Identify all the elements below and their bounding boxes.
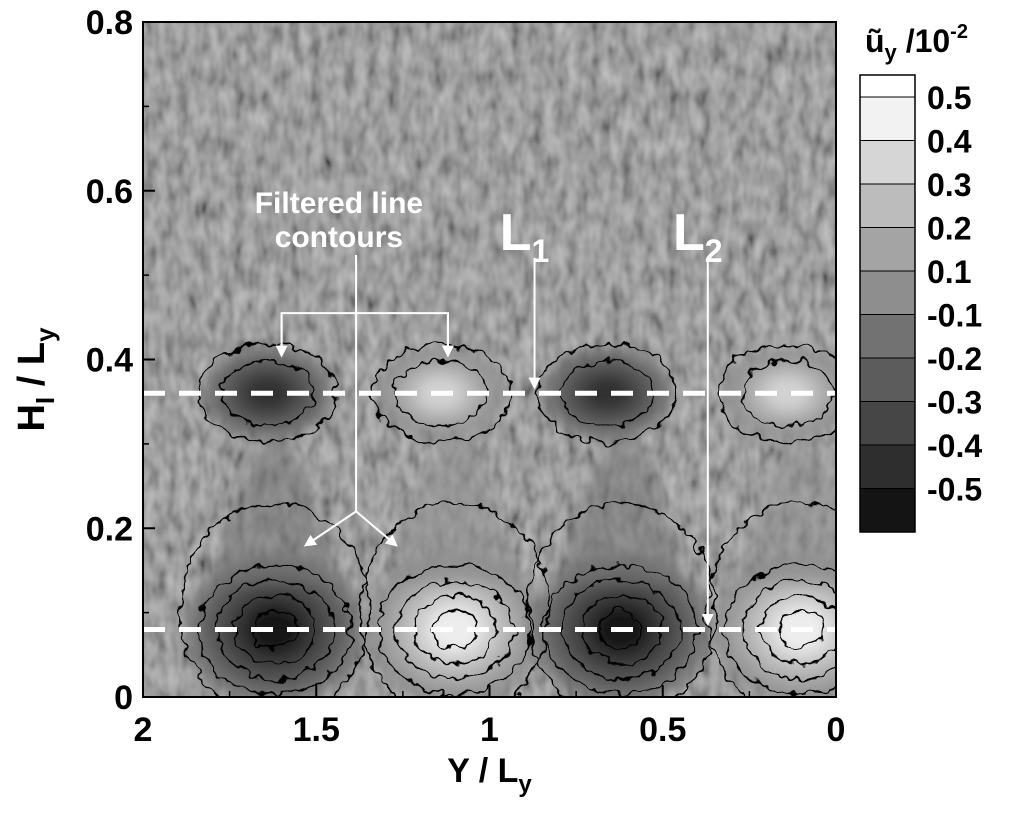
plot-area bbox=[143, 22, 836, 697]
colorbar-cell-1 bbox=[859, 96, 916, 141]
y-axis-label-sub1: I bbox=[30, 397, 60, 404]
x-tick-label-1: 2 bbox=[134, 711, 153, 749]
colorbar-title-main: ũ bbox=[865, 23, 885, 59]
y-tick-label-5: 0.8 bbox=[86, 4, 133, 42]
colorbar-label-10: -0.5 bbox=[927, 472, 982, 508]
x-axis-label-sub: y bbox=[518, 771, 532, 798]
reference-label-1: L1 bbox=[500, 204, 550, 269]
y-tick-label-3: 0.4 bbox=[86, 342, 133, 380]
colorbar-frame bbox=[859, 74, 916, 533]
contour-2-1 bbox=[359, 502, 551, 697]
colorbar-top-cell bbox=[859, 74, 916, 98]
reference-label-2-sub: 2 bbox=[705, 233, 723, 269]
annotation-arrow-4 bbox=[355, 510, 398, 547]
y-axis-label-sub2: y bbox=[30, 327, 60, 342]
x-tick-label-3: 1 bbox=[480, 711, 499, 749]
annotation-line-1: Filtered line bbox=[255, 187, 423, 220]
colorbar-label-1: 0.5 bbox=[927, 80, 971, 116]
colorbar-label-9: -0.4 bbox=[927, 428, 982, 464]
colorbar-title-sub: y bbox=[885, 40, 898, 65]
colorbar-title-rest: /10 bbox=[897, 23, 950, 59]
structure-8 bbox=[721, 346, 836, 440]
x-tick-label-2: 1.5 bbox=[293, 711, 340, 749]
annotation-line-2: contours bbox=[275, 221, 403, 254]
colorbar-cell-3 bbox=[859, 183, 916, 228]
structure-3-plume bbox=[558, 432, 685, 584]
contour-1-1 bbox=[179, 502, 371, 697]
structure-7-level-4 bbox=[584, 377, 631, 410]
colorbar-cell-9 bbox=[859, 444, 916, 489]
y-axis: 0 0.2 0.4 0.6 0.8 bbox=[86, 4, 155, 717]
colorbar-cell-5 bbox=[859, 270, 916, 315]
colorbar-title: ũy /10-2 bbox=[865, 21, 968, 65]
colorbar-cell-2 bbox=[859, 140, 916, 185]
contour-7-1 bbox=[537, 343, 678, 443]
colorbar-label-4: 0.2 bbox=[927, 211, 971, 247]
y-axis-label-mid: / L bbox=[11, 342, 53, 397]
structure-2-plume bbox=[391, 432, 518, 584]
colorbar-label-2: 0.4 bbox=[927, 124, 972, 160]
reference-label-1-main: L bbox=[500, 204, 532, 262]
contour-4-3 bbox=[742, 579, 836, 680]
x-axis: 2 1.5 1 0.5 0 bbox=[134, 685, 846, 749]
colorbar-label-8: -0.3 bbox=[927, 385, 982, 421]
x-axis-label-main: Y / L bbox=[447, 752, 518, 790]
colorbar-cell-8 bbox=[859, 401, 916, 446]
contour-3-5 bbox=[597, 609, 645, 650]
colorbar-label-6: -0.1 bbox=[927, 298, 982, 334]
contour-4-1 bbox=[705, 502, 836, 697]
colorbar-label-3: 0.3 bbox=[927, 167, 971, 203]
y-axis-label: HI / Ly bbox=[11, 327, 60, 432]
y-tick-label-2: 0.2 bbox=[86, 510, 133, 548]
annotation-arrow-3 bbox=[303, 510, 357, 547]
contour-8-1 bbox=[717, 343, 836, 443]
structure-4-plume bbox=[738, 432, 836, 584]
colorbar-cell-7 bbox=[859, 357, 916, 402]
y-axis-label-main: H bbox=[11, 404, 53, 431]
colorbar-cell-10 bbox=[859, 488, 916, 533]
colorbar-label-7: -0.2 bbox=[927, 341, 982, 377]
x-tick-label-5: 0 bbox=[827, 711, 846, 749]
colorbar-cell-4 bbox=[859, 227, 916, 272]
contour-4-5 bbox=[778, 609, 825, 650]
colorbar-title-sup: -2 bbox=[950, 21, 968, 43]
y-tick-label-4: 0.6 bbox=[86, 173, 133, 211]
structure-1-level-5 bbox=[248, 607, 301, 652]
y-tick-label-1: 0 bbox=[114, 679, 133, 717]
structure-2-level-5 bbox=[429, 607, 481, 652]
colorbar-label-5: 0.1 bbox=[927, 254, 971, 290]
x-tick-label-4: 0.5 bbox=[639, 711, 686, 749]
contour-3-3 bbox=[561, 579, 681, 680]
reference-label-2-main: L bbox=[673, 204, 705, 262]
x-axis-label: Y / Ly bbox=[447, 752, 532, 798]
reference-label-2: L2 bbox=[673, 204, 723, 269]
colorbar: 0.5 0.4 0.3 0.2 0.1 -0.1 -0.2 -0.3 -0.4 -0.5 bbox=[859, 74, 982, 533]
reference-label-1-sub: 1 bbox=[532, 233, 550, 269]
reference-lines-layer bbox=[143, 390, 836, 632]
structure-8-level-4 bbox=[764, 377, 811, 410]
colorbar-cell-6 bbox=[859, 314, 916, 359]
contour-3-1 bbox=[525, 502, 717, 697]
